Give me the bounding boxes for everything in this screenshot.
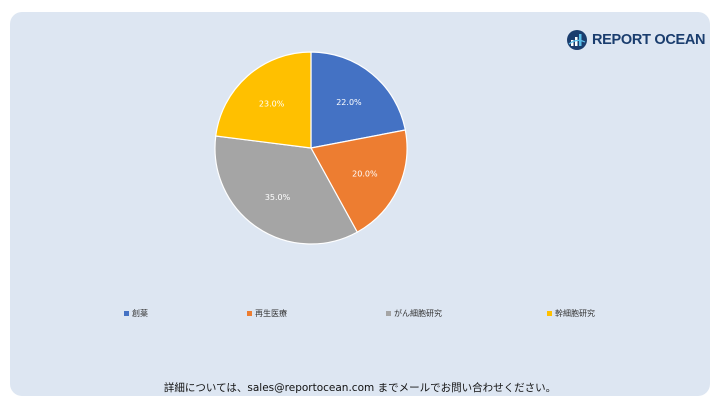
legend-item-1: 再生医療 — [247, 308, 287, 319]
legend-label: 幹細胞研究 — [555, 309, 595, 318]
legend-swatch — [547, 311, 552, 316]
legend-item-0: 創薬 — [124, 308, 148, 319]
legend-label: 創薬 — [132, 309, 148, 318]
legend-label: 再生医療 — [255, 309, 287, 318]
pie-data-label-0: 22.0% — [336, 98, 362, 107]
brand-logo: REPORT OCEAN — [566, 28, 706, 52]
legend-label: がん細胞研究 — [394, 309, 442, 318]
pie-slice-1 — [310, 129, 408, 233]
legend-item-2: がん細胞研究 — [386, 308, 442, 319]
pie-data-label-1: 20.0% — [352, 169, 378, 178]
report-ocean-logo-icon — [567, 30, 587, 50]
pie-data-label-3: 23.0% — [259, 99, 285, 108]
pie-data-label-2: 35.0% — [265, 193, 291, 202]
pie-slice-3 — [215, 51, 312, 149]
chart-legend: 創薬 再生医療 がん細胞研究 幹細胞研究 — [0, 308, 720, 322]
contact-footer: 詳細については、sales@reportocean.com までメールでお問い合… — [163, 382, 557, 394]
pie-slice-0 — [310, 51, 407, 149]
pie-slice-2 — [214, 135, 359, 245]
legend-item-3: 幹細胞研究 — [547, 308, 595, 319]
brand-name: REPORT OCEAN — [592, 32, 706, 48]
legend-swatch — [124, 311, 129, 316]
legend-swatch — [386, 311, 391, 316]
legend-swatch — [247, 311, 252, 316]
